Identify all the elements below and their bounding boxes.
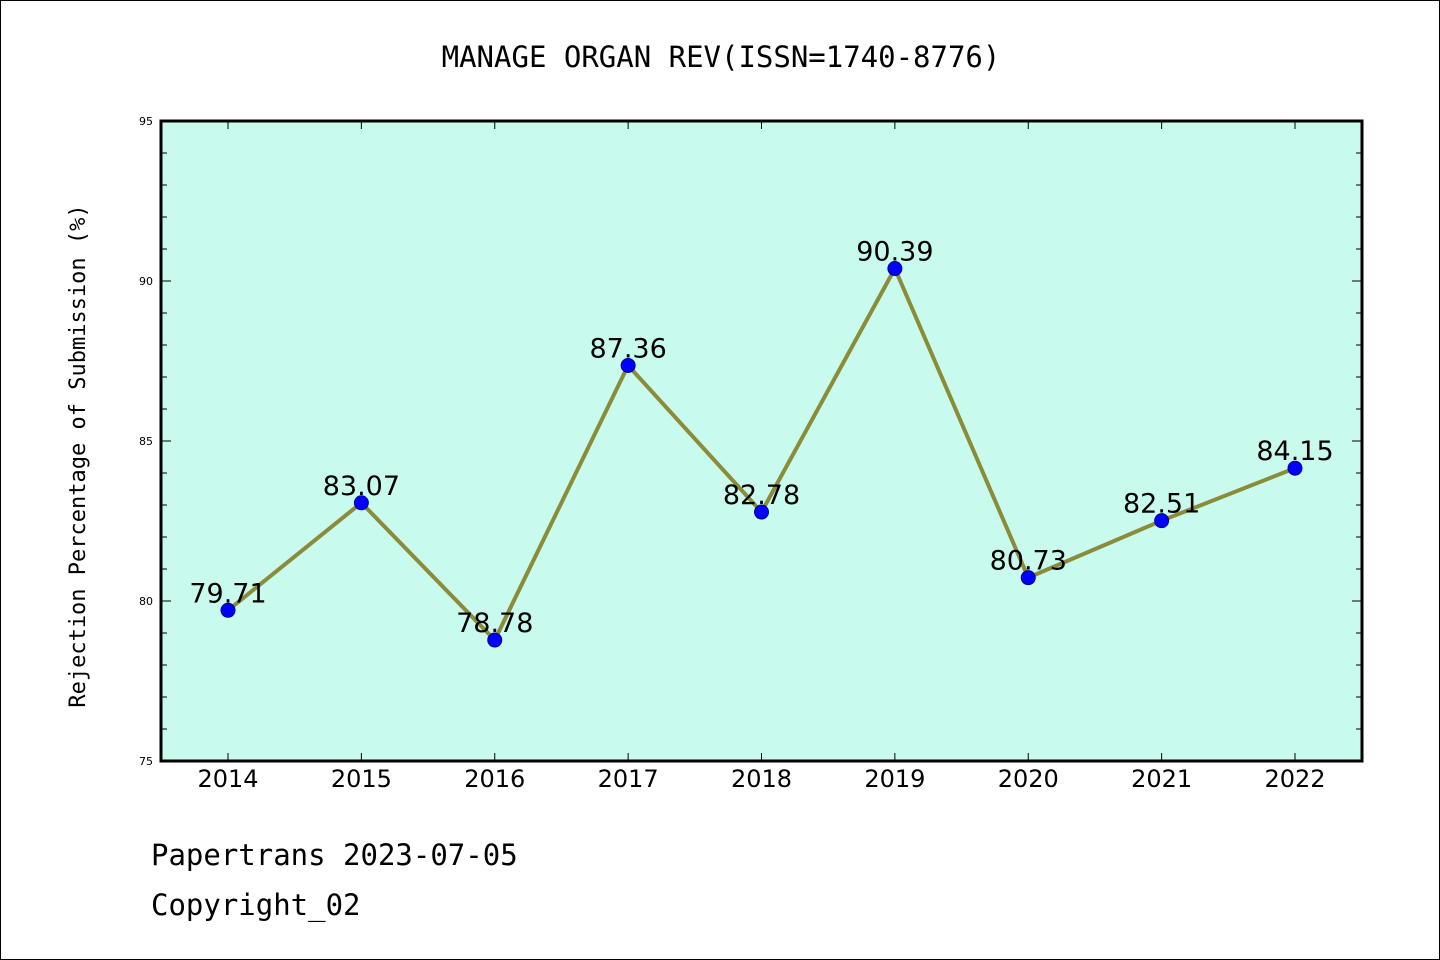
- data-point: [620, 357, 636, 373]
- x-tick-label: 2018: [731, 765, 792, 793]
- data-label: 79.71: [189, 578, 266, 609]
- data-point: [220, 602, 236, 618]
- data-point: [1020, 570, 1036, 586]
- y-tick-label: 80: [139, 595, 153, 608]
- y-tick-label: 95: [139, 115, 153, 128]
- x-tick-label: 2014: [197, 765, 258, 793]
- data-label: 82.78: [723, 480, 800, 511]
- y-tick-label: 90: [139, 275, 153, 288]
- x-tick-label: 2022: [1264, 765, 1325, 793]
- data-label: 82.51: [1123, 489, 1200, 520]
- y-tick-label: 75: [139, 755, 153, 768]
- y-tick-label: 85: [139, 435, 153, 448]
- footer-date: Papertrans 2023-07-05: [151, 838, 518, 872]
- data-label: 84.15: [1256, 436, 1333, 467]
- y-axis-ticks: 75 80 85 90 95: [139, 115, 1362, 768]
- x-tick-label: 2016: [464, 765, 525, 793]
- data-label: 80.73: [990, 546, 1067, 577]
- plot-area: [161, 121, 1362, 761]
- y-axis-label: Rejection Percentage of Submission (%): [66, 204, 91, 707]
- data-label: 90.39: [856, 237, 933, 268]
- data-point: [487, 632, 503, 648]
- series-markers: [220, 261, 1303, 648]
- x-tick-label: 2019: [864, 765, 925, 793]
- data-label: 83.07: [323, 471, 400, 502]
- data-labels: 79.71 83.07 78.78 87.36 82.78 90.39 80.73 82.51…: [189, 237, 1333, 640]
- footer-copyright: Copyright_02: [151, 888, 361, 923]
- chart-title: MANAGE ORGAN REV(ISSN=1740-8776): [442, 40, 1001, 74]
- data-point: [1154, 513, 1170, 529]
- data-point: [1287, 460, 1303, 476]
- data-point: [754, 504, 769, 520]
- x-tick-label: 2021: [1131, 765, 1192, 793]
- x-tick-label: 2017: [598, 765, 659, 793]
- x-axis-ticks: 2014 2015 2016 2017 2018 2019 2020 2021 2022: [197, 121, 1326, 793]
- data-point: [353, 495, 369, 511]
- x-tick-label: 2020: [998, 765, 1059, 793]
- data-label: 78.78: [456, 608, 533, 639]
- data-label: 87.36: [589, 333, 666, 364]
- plot-border: [159, 119, 1364, 763]
- data-point: [887, 261, 903, 277]
- x-tick-label: 2015: [331, 765, 392, 793]
